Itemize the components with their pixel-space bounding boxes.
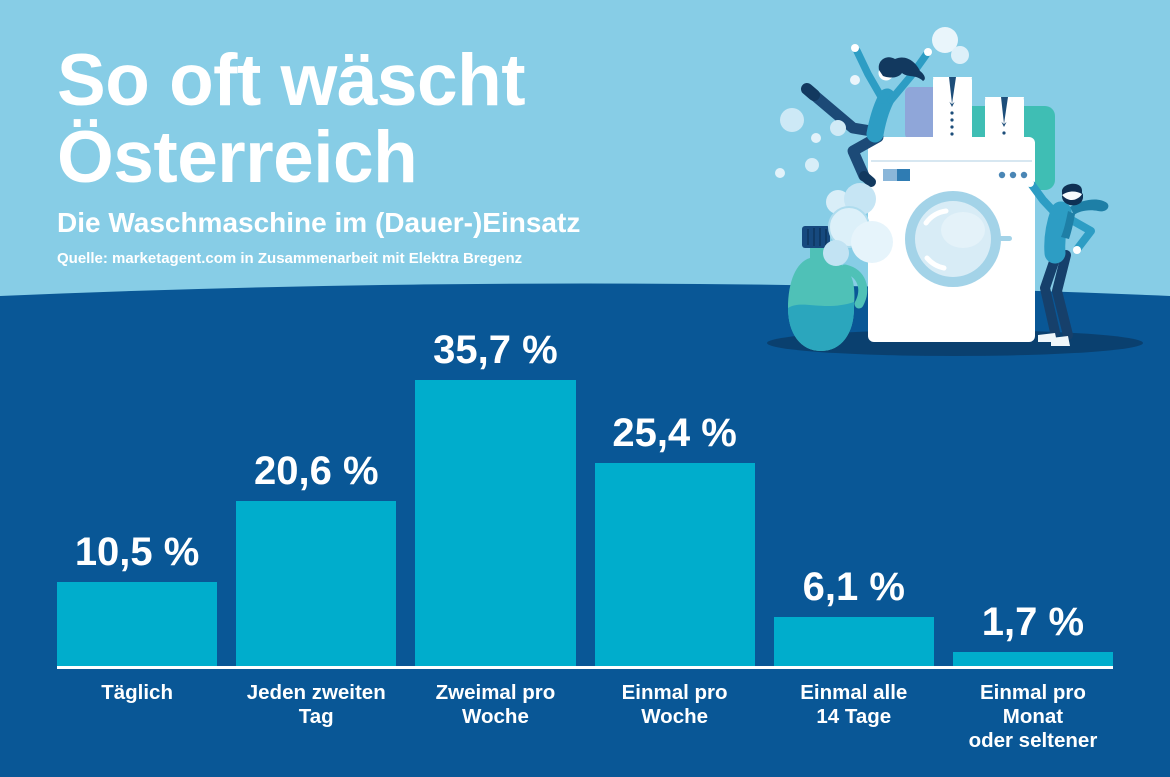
page-subtitle: Die Waschmaschine im (Dauer-)Einsatz (57, 206, 581, 238)
bar-value-label: 20,6 % (253, 449, 379, 494)
bar-column: 25,4 % (594, 410, 755, 666)
bar-value-label: 35,7 % (433, 328, 558, 373)
bar-column: 6,1 % (773, 565, 934, 666)
bar-value-label: 10,5 % (74, 530, 200, 574)
soap-bubbles-icon (775, 27, 969, 266)
bar (415, 380, 576, 666)
man-leaning-icon (1026, 179, 1109, 346)
bar (594, 462, 755, 666)
category-label: Jeden zweiten Tag (246, 681, 386, 728)
header: So oft wäscht Österreich Die Waschmaschi… (57, 42, 580, 268)
bar (236, 501, 397, 666)
detergent-bottle-icon (788, 226, 868, 351)
category-label: Einmal alle 14 Tage (800, 681, 908, 728)
bar-value-label: 1,7 % (981, 600, 1085, 645)
bar-value-label: 6,1 % (802, 565, 905, 610)
woman-celebrating-icon (801, 44, 932, 187)
category-label: Einmal pro Monat oder seltener (968, 681, 1098, 752)
bar-column: 20,6 % (236, 449, 397, 666)
category-label: Zweimal pro Woche (435, 681, 556, 728)
bar-value-label: 25,4 % (612, 410, 737, 455)
folded-shirt-icon (933, 77, 972, 142)
page-title: So oft wäscht Österreich (57, 40, 526, 199)
bar-column: 10,5 % (57, 530, 218, 666)
bar (57, 582, 218, 666)
source-note: Quelle: marketagent.com in Zusammenarbei… (57, 249, 523, 267)
bars-row: 10,5 % 20,6 % 35,7 % 25,4 % 6,1 % 1,7 % (57, 300, 1114, 666)
baseline-axis (57, 666, 1113, 669)
bar-column: 1,7 % (952, 600, 1114, 666)
washing-machine-icon (868, 137, 1035, 342)
washing-machine-illustration (767, 27, 1143, 356)
bar-chart: 10,5 % 20,6 % 35,7 % 25,4 % 6,1 % 1,7 % (57, 300, 1114, 752)
category-label: Täglich (101, 681, 173, 704)
bar (952, 652, 1114, 666)
bar-column: 35,7 % (415, 328, 576, 666)
category-label: Einmal pro Woche (621, 681, 728, 728)
category-labels-row: Täglich Jeden zweiten Tag Zweimal pro Wo… (57, 681, 1113, 752)
bar (773, 617, 934, 666)
